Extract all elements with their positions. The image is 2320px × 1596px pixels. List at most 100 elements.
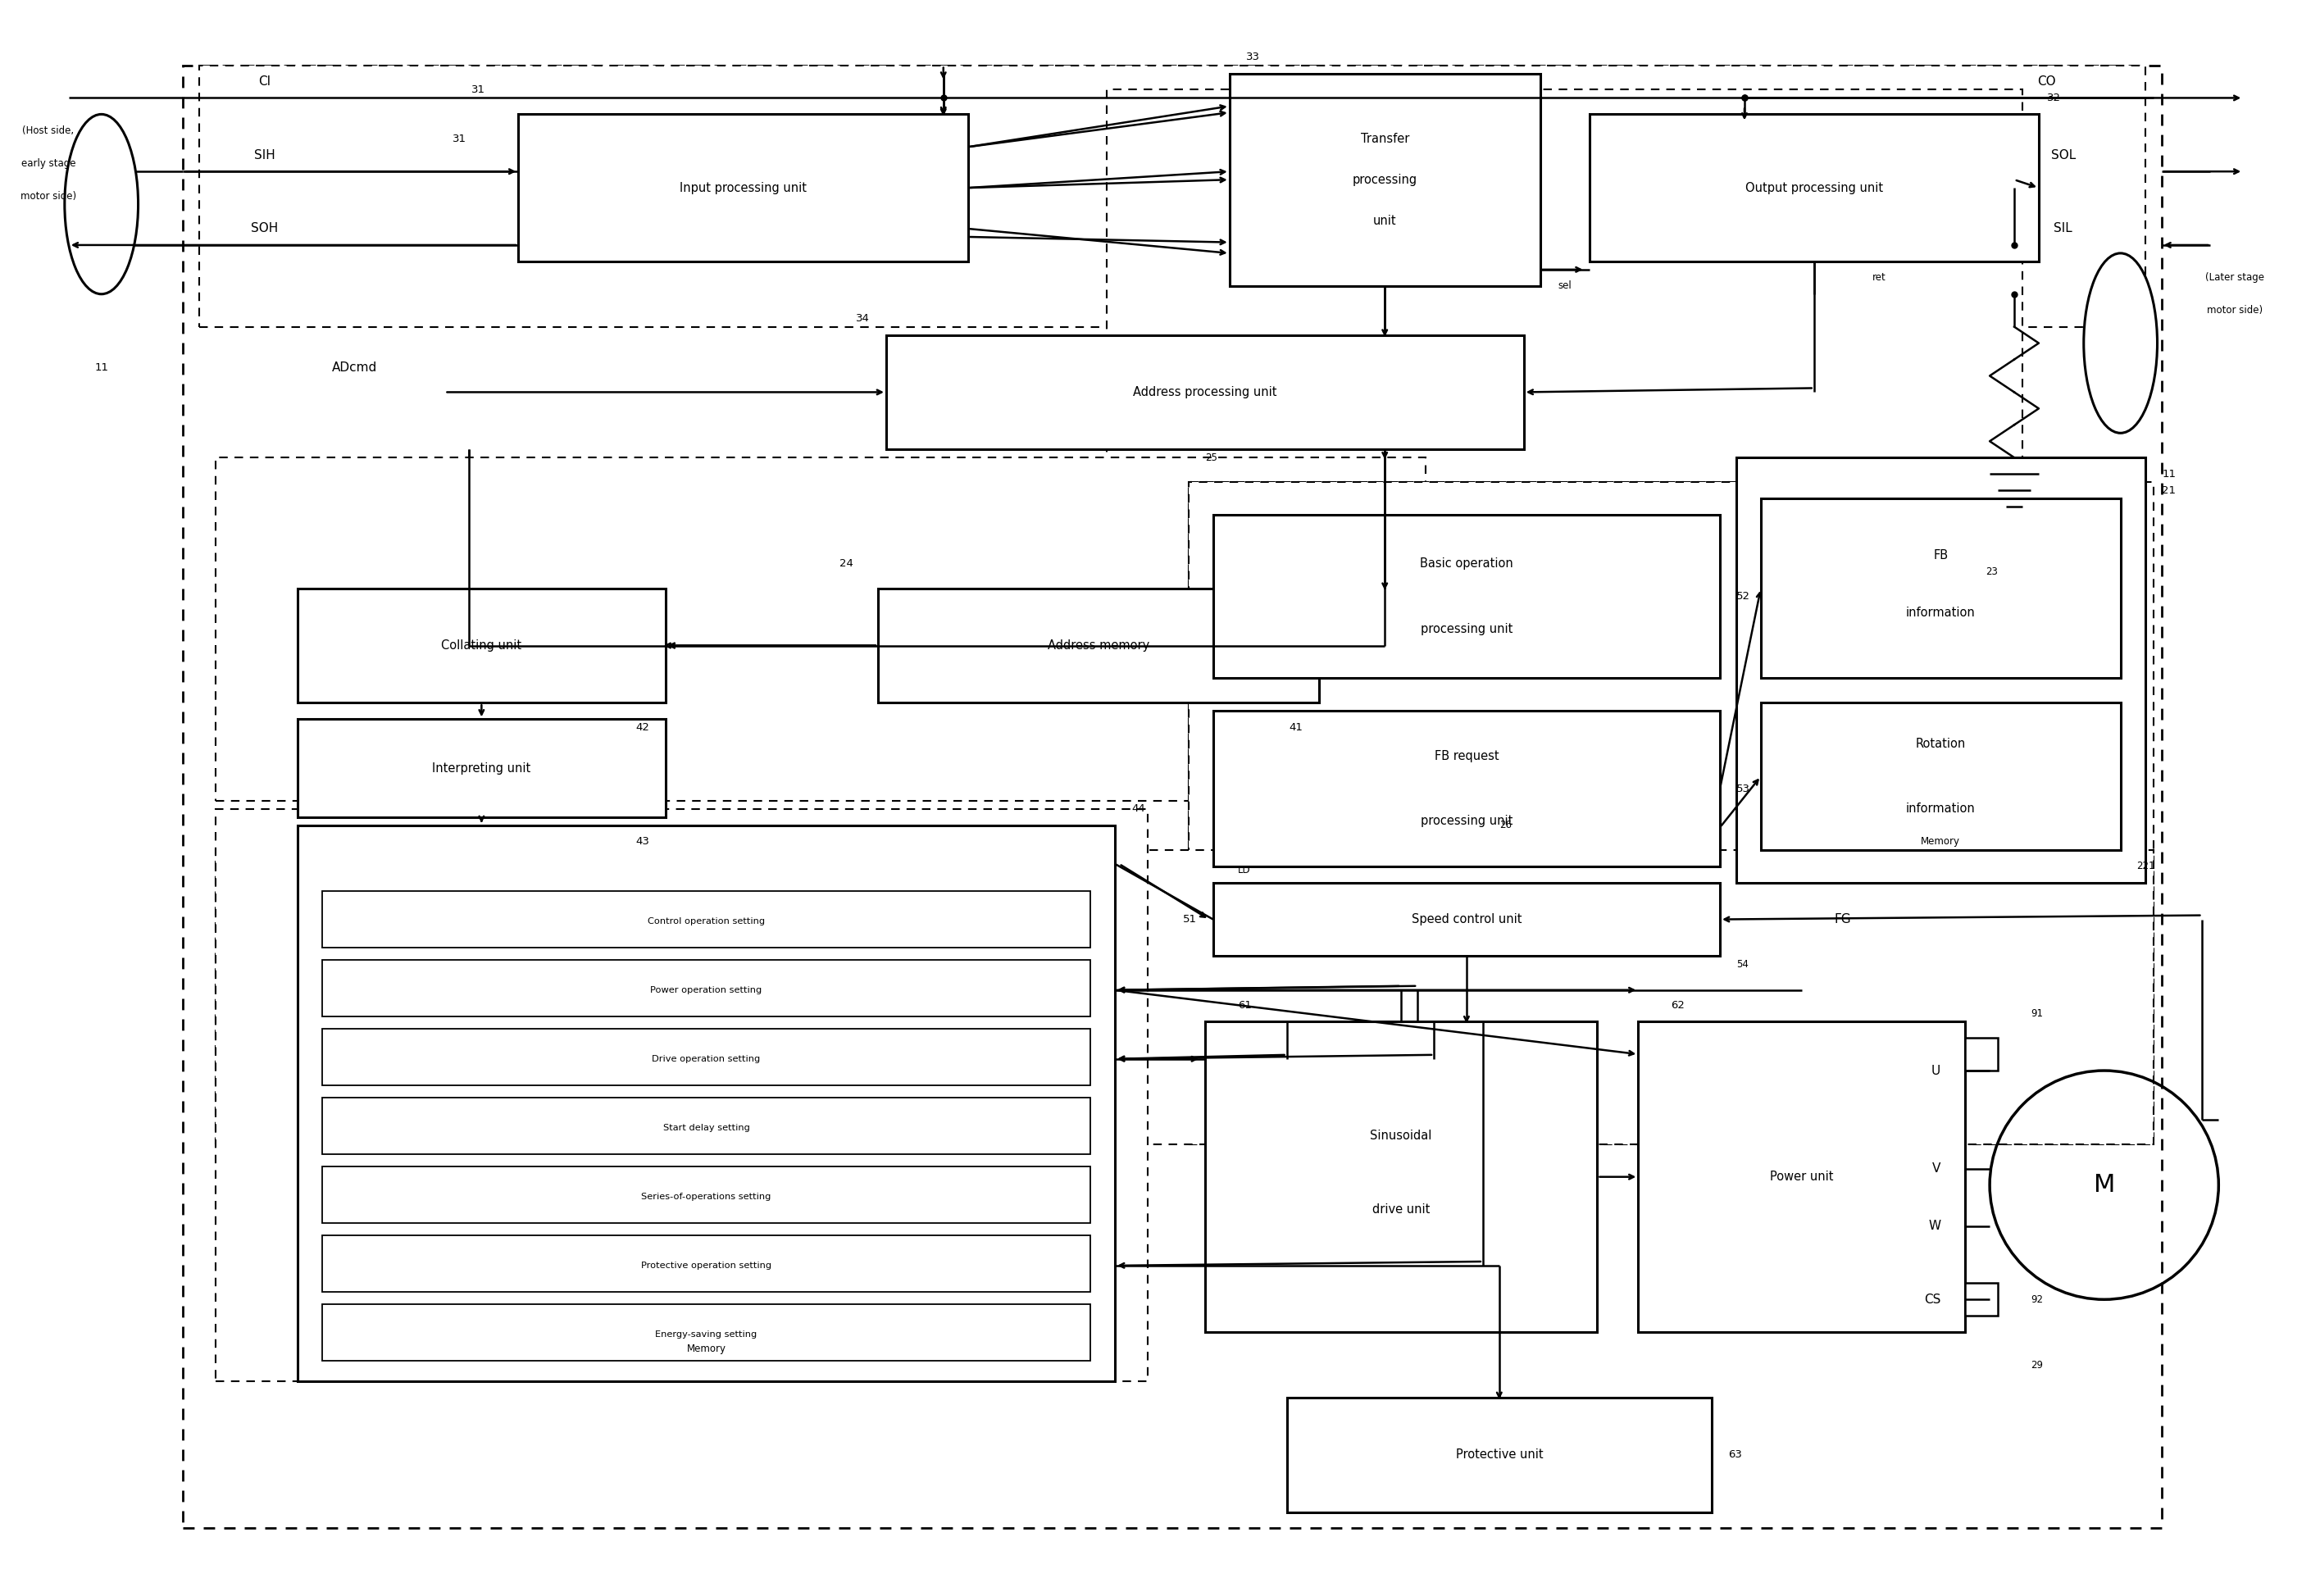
Bar [1288,1398,1712,1511]
Bar [297,825,1116,1381]
Text: sel: sel [1557,281,1571,290]
Text: Protective operation setting: Protective operation setting [640,1261,773,1270]
Text: processing unit: processing unit [1420,622,1513,635]
Text: 31: 31 [471,85,485,96]
Text: 52: 52 [1735,591,1749,602]
Bar [1965,1037,1998,1071]
Text: 51: 51 [1183,915,1197,924]
Bar [322,1167,1090,1223]
Text: Memory: Memory [687,1344,726,1353]
Text: Series-of-operations setting: Series-of-operations setting [640,1192,770,1200]
Bar [1230,73,1540,286]
Text: 42: 42 [636,721,650,733]
Text: FG: FG [1835,913,1851,926]
Text: 91: 91 [2030,1009,2044,1018]
Bar [517,115,967,262]
Text: CS: CS [1923,1293,1940,1306]
Bar [216,809,1148,1381]
Text: 53: 53 [1735,784,1749,793]
Text: Memory: Memory [1921,836,1960,847]
Text: SIL: SIL [2053,222,2072,235]
Text: SOL: SOL [2051,148,2076,161]
Bar [322,1235,1090,1291]
Text: processing: processing [1353,174,1418,185]
Text: 33: 33 [1246,51,1260,62]
Text: 24: 24 [840,559,854,570]
Bar [216,851,2153,1144]
Bar [183,65,2162,1529]
Text: Protective unit: Protective unit [1455,1449,1543,1460]
Bar [1761,702,2120,851]
Bar [1638,1021,1965,1333]
Bar [1213,710,1719,867]
Bar [216,458,1427,801]
Bar [1204,1021,1598,1333]
Text: information: information [1907,803,1974,816]
Bar [297,589,666,702]
Text: (Later stage: (Later stage [2206,273,2264,282]
Bar [886,335,1524,450]
Text: motor side): motor side) [21,190,77,201]
Text: processing unit: processing unit [1420,816,1513,827]
Bar [1188,482,1745,972]
Text: Control operation setting: Control operation setting [647,918,766,926]
Text: 32: 32 [2046,93,2060,104]
Bar [322,959,1090,1017]
Text: Energy-saving setting: Energy-saving setting [654,1331,756,1339]
Bar [1213,516,1719,678]
Text: FB: FB [1933,549,1949,562]
Text: (Host side,: (Host side, [23,124,74,136]
Bar [1965,1283,1998,1315]
Text: Input processing unit: Input processing unit [680,182,807,195]
Text: FB request: FB request [1434,750,1499,761]
Text: information: information [1907,606,1974,619]
Text: Sinusoidal: Sinusoidal [1371,1130,1431,1143]
Ellipse shape [65,115,139,294]
Text: 29: 29 [2030,1360,2044,1371]
Text: 63: 63 [1728,1449,1742,1460]
Text: Power unit: Power unit [1770,1171,1833,1183]
Text: 44: 44 [1132,804,1146,814]
Text: 11: 11 [2162,469,2176,479]
Text: Basic operation: Basic operation [1420,557,1513,570]
Text: W: W [1928,1219,1940,1232]
Text: 62: 62 [1670,999,1684,1010]
Text: early stage: early stage [21,158,77,169]
Text: SIH: SIH [255,148,276,161]
Text: 61: 61 [1237,999,1250,1010]
Bar [1213,883,1719,956]
Text: ADcmd: ADcmd [332,362,378,373]
Text: 34: 34 [856,313,870,324]
Text: 25: 25 [1204,452,1218,463]
Text: Output processing unit: Output processing unit [1745,182,1884,195]
Bar [1188,482,2153,1144]
Text: Collating unit: Collating unit [441,640,522,651]
Bar [1107,89,2023,547]
Bar [1735,458,2146,883]
Text: 221: 221 [2137,860,2155,871]
Text: Transfer: Transfer [1360,132,1408,145]
Text: 41: 41 [1290,721,1304,733]
Bar [322,1028,1090,1085]
Text: 23: 23 [1986,567,1998,578]
Text: CI: CI [260,75,271,88]
Text: 21: 21 [2162,485,2176,496]
Text: Interpreting unit: Interpreting unit [432,761,531,774]
Bar [322,1304,1090,1361]
Text: M: M [2093,1173,2116,1197]
Text: Rotation: Rotation [1916,737,1965,750]
Text: CO: CO [2037,75,2056,88]
Bar [1589,115,2039,262]
Text: V: V [1933,1162,1940,1175]
Text: 54: 54 [1735,959,1749,970]
Text: drive unit: drive unit [1373,1203,1429,1216]
Bar [297,720,666,817]
Text: LD: LD [1237,865,1250,876]
Text: 31: 31 [452,134,466,144]
Text: ret: ret [1872,273,1886,282]
Text: Power operation setting: Power operation setting [650,986,763,994]
Text: unit: unit [1373,214,1397,227]
Bar [1761,498,2120,678]
Bar [322,1098,1090,1154]
Ellipse shape [2083,254,2158,433]
